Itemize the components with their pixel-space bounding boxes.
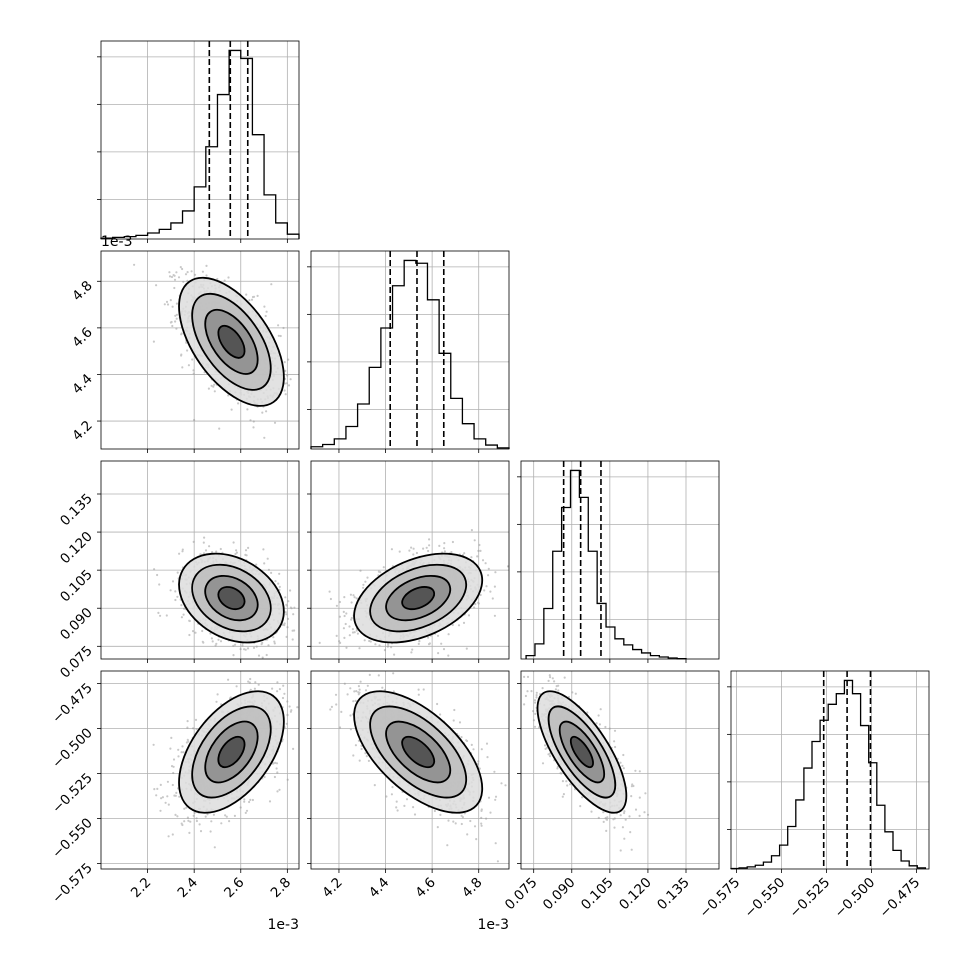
contour-line-3 bbox=[536, 690, 628, 814]
hist-panel-0 bbox=[97, 40, 300, 243]
contour-line-2 bbox=[191, 563, 272, 633]
scatter-panel-3-1 bbox=[307, 670, 510, 873]
scatter-panel-2-1 bbox=[307, 460, 510, 663]
hist-panel-3 bbox=[727, 670, 930, 873]
contour-line-0 bbox=[217, 586, 246, 611]
y-tick-label: 0.075 bbox=[57, 643, 96, 682]
x-tick-label: −0.575 bbox=[697, 875, 744, 922]
contour-line-1 bbox=[204, 720, 259, 784]
contour-line-2 bbox=[191, 292, 272, 391]
x-tick-label: 2.2 bbox=[128, 875, 155, 902]
panel-frame bbox=[520, 670, 720, 870]
y-tick-label: −0.500 bbox=[49, 725, 96, 772]
x-tick-label: −0.550 bbox=[742, 875, 789, 922]
y-tick-label: −0.475 bbox=[49, 680, 96, 727]
panel-frame bbox=[100, 40, 300, 240]
scatter-panel-1-0 bbox=[97, 250, 300, 453]
x-tick-label: 2.6 bbox=[221, 875, 248, 902]
contour-line-2 bbox=[369, 563, 468, 633]
panel-frame bbox=[100, 670, 300, 870]
scatter-panel-2-0 bbox=[97, 460, 300, 663]
contour-line-0 bbox=[569, 735, 594, 769]
contour-line-2 bbox=[369, 705, 468, 799]
x-offset-label: 1e-3 bbox=[268, 917, 299, 933]
y-tick-label: 4.8 bbox=[69, 278, 96, 305]
contour-line-0 bbox=[401, 735, 436, 769]
y-tick-label: 0.090 bbox=[57, 605, 96, 644]
x-tick-label: 0.135 bbox=[654, 875, 693, 914]
panel-frame bbox=[100, 250, 300, 450]
density-fill-0 bbox=[218, 586, 245, 610]
density-fill-0 bbox=[218, 325, 245, 358]
contour-line-1 bbox=[385, 720, 452, 784]
x-tick-label: 4.2 bbox=[319, 875, 346, 902]
scatter-panel-3-0 bbox=[97, 670, 300, 873]
y-tick-label: 4.6 bbox=[69, 324, 96, 351]
x-tick-label: 4.6 bbox=[412, 875, 439, 902]
panel-frame bbox=[310, 670, 510, 870]
y-tick-label: 4.2 bbox=[69, 418, 96, 445]
panel-frame bbox=[520, 460, 720, 660]
hist-panel-1 bbox=[307, 250, 510, 453]
x-tick-label: −0.525 bbox=[787, 875, 834, 922]
contour-line-1 bbox=[204, 308, 259, 375]
y-offset-label: 1e-3 bbox=[101, 234, 132, 250]
contour-line-2 bbox=[191, 705, 272, 799]
x-tick-label: 4.8 bbox=[459, 875, 486, 902]
contour-line-1 bbox=[204, 574, 259, 622]
y-tick-label: 0.135 bbox=[57, 491, 96, 530]
contour-line-1 bbox=[558, 720, 606, 784]
contour-line-1 bbox=[385, 574, 452, 622]
x-tick-label: 0.105 bbox=[578, 875, 617, 914]
contour-line-0 bbox=[217, 735, 246, 769]
histogram-step-3 bbox=[730, 679, 927, 870]
hist-panel-2 bbox=[517, 460, 720, 663]
panel-frame bbox=[100, 460, 300, 660]
density-fill-0 bbox=[570, 736, 594, 768]
contour-line-0 bbox=[401, 586, 436, 611]
x-tick-label: 0.120 bbox=[616, 875, 655, 914]
panel-frame bbox=[310, 250, 510, 450]
y-tick-label: 0.120 bbox=[57, 529, 96, 568]
y-tick-label: −0.525 bbox=[49, 770, 96, 817]
x-tick-label: −0.475 bbox=[877, 875, 924, 922]
x-offset-label: 1e-3 bbox=[478, 917, 509, 933]
y-tick-label: −0.550 bbox=[49, 815, 96, 862]
contour-line-3 bbox=[178, 276, 285, 407]
contour-line-3 bbox=[178, 690, 285, 814]
x-tick-label: 2.8 bbox=[268, 875, 295, 902]
panel-frame bbox=[310, 460, 510, 660]
y-tick-label: 0.105 bbox=[57, 567, 96, 606]
contour-line-2 bbox=[547, 705, 617, 799]
contour-line-3 bbox=[353, 690, 484, 814]
x-tick-label: 4.4 bbox=[366, 875, 393, 902]
histogram-step-2 bbox=[525, 469, 687, 660]
contour-line-3 bbox=[178, 552, 285, 644]
contour-line-0 bbox=[217, 324, 246, 359]
histogram-step-1 bbox=[310, 259, 510, 449]
panel-frame bbox=[730, 670, 930, 870]
scatter-panel-3-2 bbox=[517, 670, 720, 873]
y-tick-label: 4.4 bbox=[69, 371, 96, 398]
density-fill-0 bbox=[402, 736, 435, 768]
x-tick-label: 2.4 bbox=[174, 875, 201, 902]
contour-line-3 bbox=[353, 552, 484, 644]
x-tick-label: 0.075 bbox=[502, 875, 541, 914]
x-tick-label: 0.090 bbox=[540, 875, 579, 914]
y-tick-label: −0.575 bbox=[49, 860, 96, 907]
histogram-step-0 bbox=[100, 49, 300, 239]
x-tick-label: −0.500 bbox=[832, 875, 879, 922]
